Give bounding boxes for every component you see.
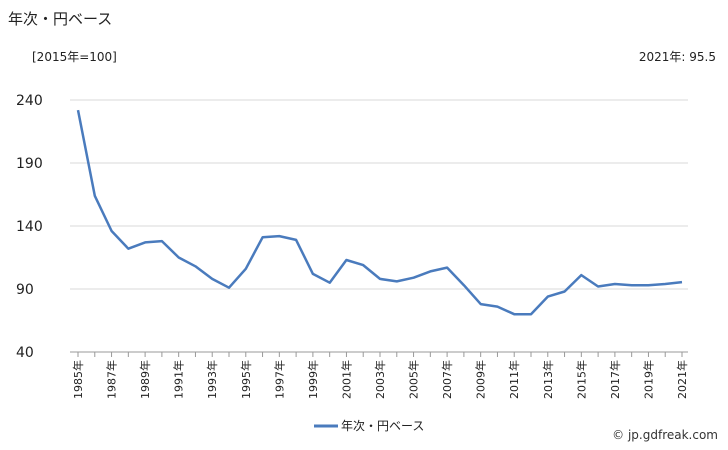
y-tick-labels: 40 90 140 190 240: [16, 93, 43, 361]
x-tick-label: 1987年: [105, 360, 119, 399]
y-tick-label: 40: [16, 345, 34, 361]
grid-lines: [70, 99, 688, 290]
x-tick-label: 2021年: [675, 360, 689, 399]
x-tick-label: 2009年: [474, 360, 488, 399]
x-tick-labels: 1985年 1987年 1989年 1991年 1993年 1995年 1997年 1999年…: [71, 360, 689, 399]
series-layer: [76, 109, 683, 316]
y-tick-label: 240: [16, 93, 43, 109]
y-tick-label: 140: [16, 219, 43, 235]
x-tick-label: 2007年: [440, 360, 454, 399]
x-tick-label: 2001年: [339, 360, 353, 399]
unit-label: [2015年=100]: [32, 50, 117, 64]
credit-label: © jp.gdfreak.com: [612, 428, 718, 442]
x-tick-label: 1995年: [239, 360, 253, 399]
y-tick-label: 90: [16, 282, 34, 298]
x-tick-label: 2005年: [407, 360, 421, 399]
y-tick-label: 190: [16, 156, 43, 172]
x-tick-label: 1985年: [71, 360, 85, 399]
x-tick-label: 1993年: [205, 360, 219, 399]
x-tick-label: 2017年: [608, 360, 622, 399]
series-line: [76, 109, 683, 316]
axes: [70, 351, 688, 357]
chart-title: 年次・円ベース: [8, 10, 113, 28]
x-tick-label: 1997年: [272, 360, 286, 399]
x-tick-label: 2011年: [507, 360, 521, 399]
x-tick-label: 2019年: [641, 360, 655, 399]
x-tick-label: 2003年: [373, 360, 387, 399]
x-tick-label: 1999年: [306, 360, 320, 399]
x-tick-label: 2015年: [574, 360, 588, 399]
latest-value-label: 2021年: 95.5: [638, 50, 716, 64]
x-tick-label: 2013年: [541, 360, 555, 399]
x-tick-label: 1991年: [172, 360, 186, 399]
legend: 年次・円ベース: [314, 419, 424, 433]
legend-label: 年次・円ベース: [341, 419, 424, 433]
x-tick-label: 1989年: [138, 360, 152, 399]
